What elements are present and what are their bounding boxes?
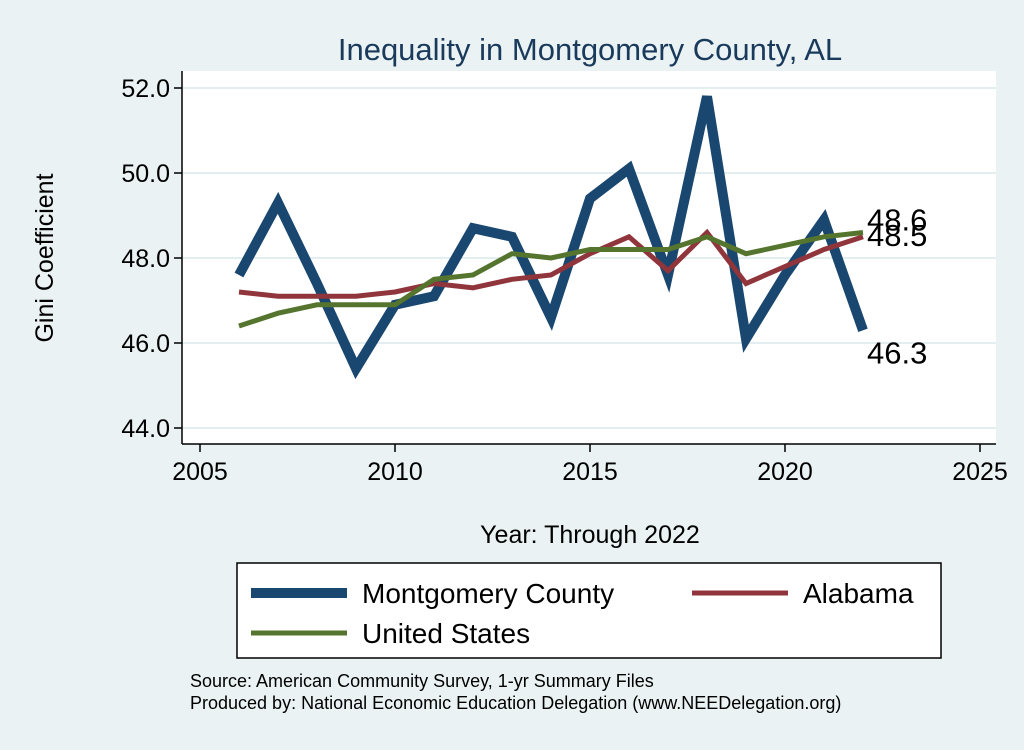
series-lines: [234, 95, 868, 380]
source-line-2: Produced by: National Economic Education…: [190, 693, 841, 713]
legend-label-united-states: United States: [362, 618, 530, 649]
series-line-montgomery-county: [234, 95, 868, 380]
series-line-united-states: [238, 230, 864, 329]
x-tick-label: 2005: [172, 458, 228, 486]
end-labels: 46.3 48.548.6: [867, 203, 927, 371]
end-label-montgomery-county: 46.3: [867, 335, 927, 370]
x-tick-label: 2020: [757, 458, 813, 486]
y-tick-label: 48.0: [121, 245, 170, 273]
y-tick-label: 52.0: [121, 75, 170, 103]
x-tick-label: 2010: [367, 458, 423, 486]
axes: 44.0 46.0 48.0 50.0 52.0 2005 2010 2015 2020 2025: [121, 71, 1008, 486]
legend-box: [236, 562, 942, 659]
legend-label-montgomery-county: Montgomery County: [362, 578, 614, 609]
chart-title: Inequality in Montgomery County, AL: [338, 32, 842, 67]
x-tick-label: 2025: [952, 458, 1008, 486]
y-tick-label: 46.0: [121, 330, 170, 358]
legend: Montgomery County Alabama United States: [236, 562, 942, 659]
end-label-united-states: 48.6: [867, 203, 927, 238]
x-tick-label: 2015: [562, 458, 618, 486]
y-tick-label: 50.0: [121, 160, 170, 188]
x-axis-label: Year: Through 2022: [480, 521, 700, 549]
end-label-alabama: 48.5: [867, 218, 927, 253]
legend-label-alabama: Alabama: [803, 578, 914, 609]
source-line-1: Source: American Community Survey, 1-yr …: [190, 671, 654, 691]
y-tick-label: 44.0: [121, 415, 170, 443]
series-line-alabama: [238, 228, 864, 299]
y-axis-label: Gini Coefficient: [31, 173, 59, 342]
gridlines: [182, 87, 996, 429]
